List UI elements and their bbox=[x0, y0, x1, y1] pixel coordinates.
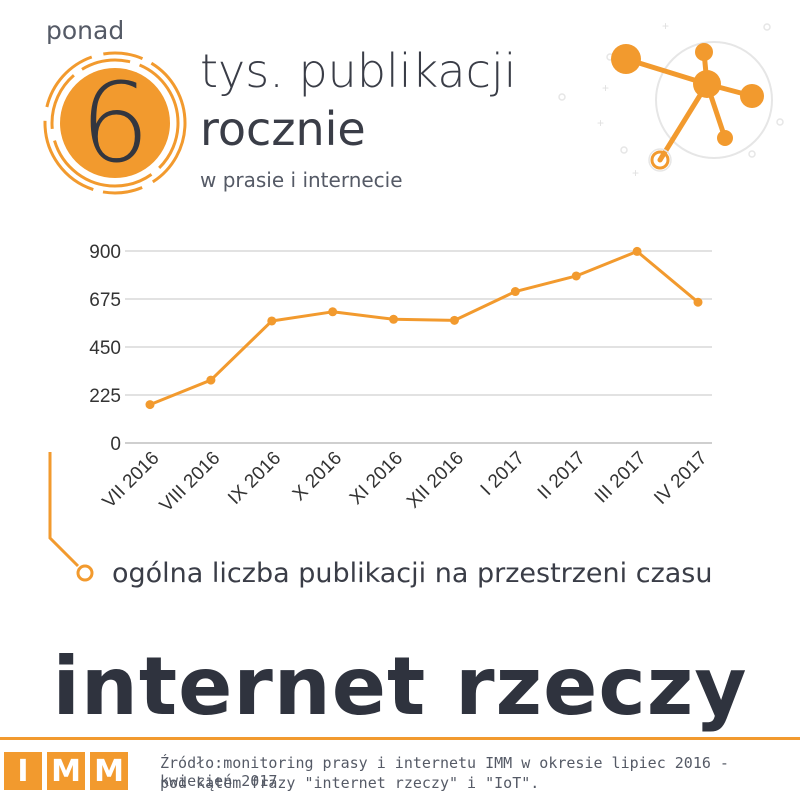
legend-label: ogólna liczba publikacji na przestrzeni … bbox=[112, 558, 713, 589]
number-badge: 6 bbox=[43, 51, 187, 195]
data-point bbox=[267, 316, 277, 326]
headline-line1: tys. publikacji bbox=[200, 44, 517, 98]
headline-line2: rocznie bbox=[200, 102, 366, 156]
x-tick-label: I 2017 bbox=[477, 448, 529, 500]
data-point bbox=[145, 400, 155, 410]
grid-layer bbox=[125, 250, 712, 444]
x-tick-label: XII 2016 bbox=[403, 448, 468, 513]
network-graph-icon: + + + + bbox=[558, 19, 784, 180]
x-tick-label: IX 2016 bbox=[224, 448, 285, 509]
data-point bbox=[206, 375, 216, 385]
x-tick-label: XI 2016 bbox=[346, 448, 407, 509]
x-tick-label: IV 2017 bbox=[650, 448, 711, 509]
prefix-text: ponad bbox=[46, 16, 125, 45]
logo-letter: M bbox=[47, 752, 85, 790]
data-point bbox=[571, 271, 581, 281]
svg-text:+: + bbox=[632, 166, 639, 180]
data-point bbox=[328, 307, 338, 317]
x-tick-label: III 2017 bbox=[591, 448, 651, 508]
source-line-2: pod kątem frazy "internet rzeczy" i "IoT… bbox=[160, 774, 540, 792]
logo-letter: I bbox=[4, 752, 42, 790]
source-line-1: Źródło:monitoring prasy i internetu IMM … bbox=[160, 754, 729, 790]
data-point bbox=[693, 297, 703, 307]
y-tick-label: 450 bbox=[89, 338, 121, 359]
y-tick-label: 225 bbox=[89, 386, 121, 407]
y-tick-label: 0 bbox=[110, 434, 121, 455]
big-number: 6 bbox=[80, 59, 150, 187]
data-point bbox=[389, 314, 399, 324]
svg-text:+: + bbox=[597, 116, 604, 130]
svg-text:+: + bbox=[662, 19, 669, 33]
svg-text:+: + bbox=[602, 81, 609, 95]
subline: w prasie i internecie bbox=[200, 168, 403, 192]
data-point bbox=[632, 246, 642, 256]
series-line-layer bbox=[149, 249, 699, 406]
x-tick-label: X 2016 bbox=[289, 448, 346, 505]
x-tick-label: II 2017 bbox=[534, 448, 590, 504]
imm-logo: I M M bbox=[4, 752, 128, 790]
y-tick-label: 900 bbox=[89, 242, 121, 263]
series-line bbox=[149, 249, 699, 406]
logo-letter: M bbox=[90, 752, 128, 790]
y-tick-label: 675 bbox=[89, 290, 121, 311]
y-tick-labels: 0 225 450 675 900 bbox=[89, 242, 121, 455]
data-points bbox=[145, 246, 703, 410]
x-tick-label: VIII 2016 bbox=[156, 448, 225, 517]
footer-divider bbox=[0, 737, 800, 740]
data-point bbox=[510, 287, 520, 297]
main-title: internet rzeczy bbox=[52, 640, 748, 733]
legend-connector-icon bbox=[48, 452, 94, 582]
data-point bbox=[449, 315, 459, 325]
